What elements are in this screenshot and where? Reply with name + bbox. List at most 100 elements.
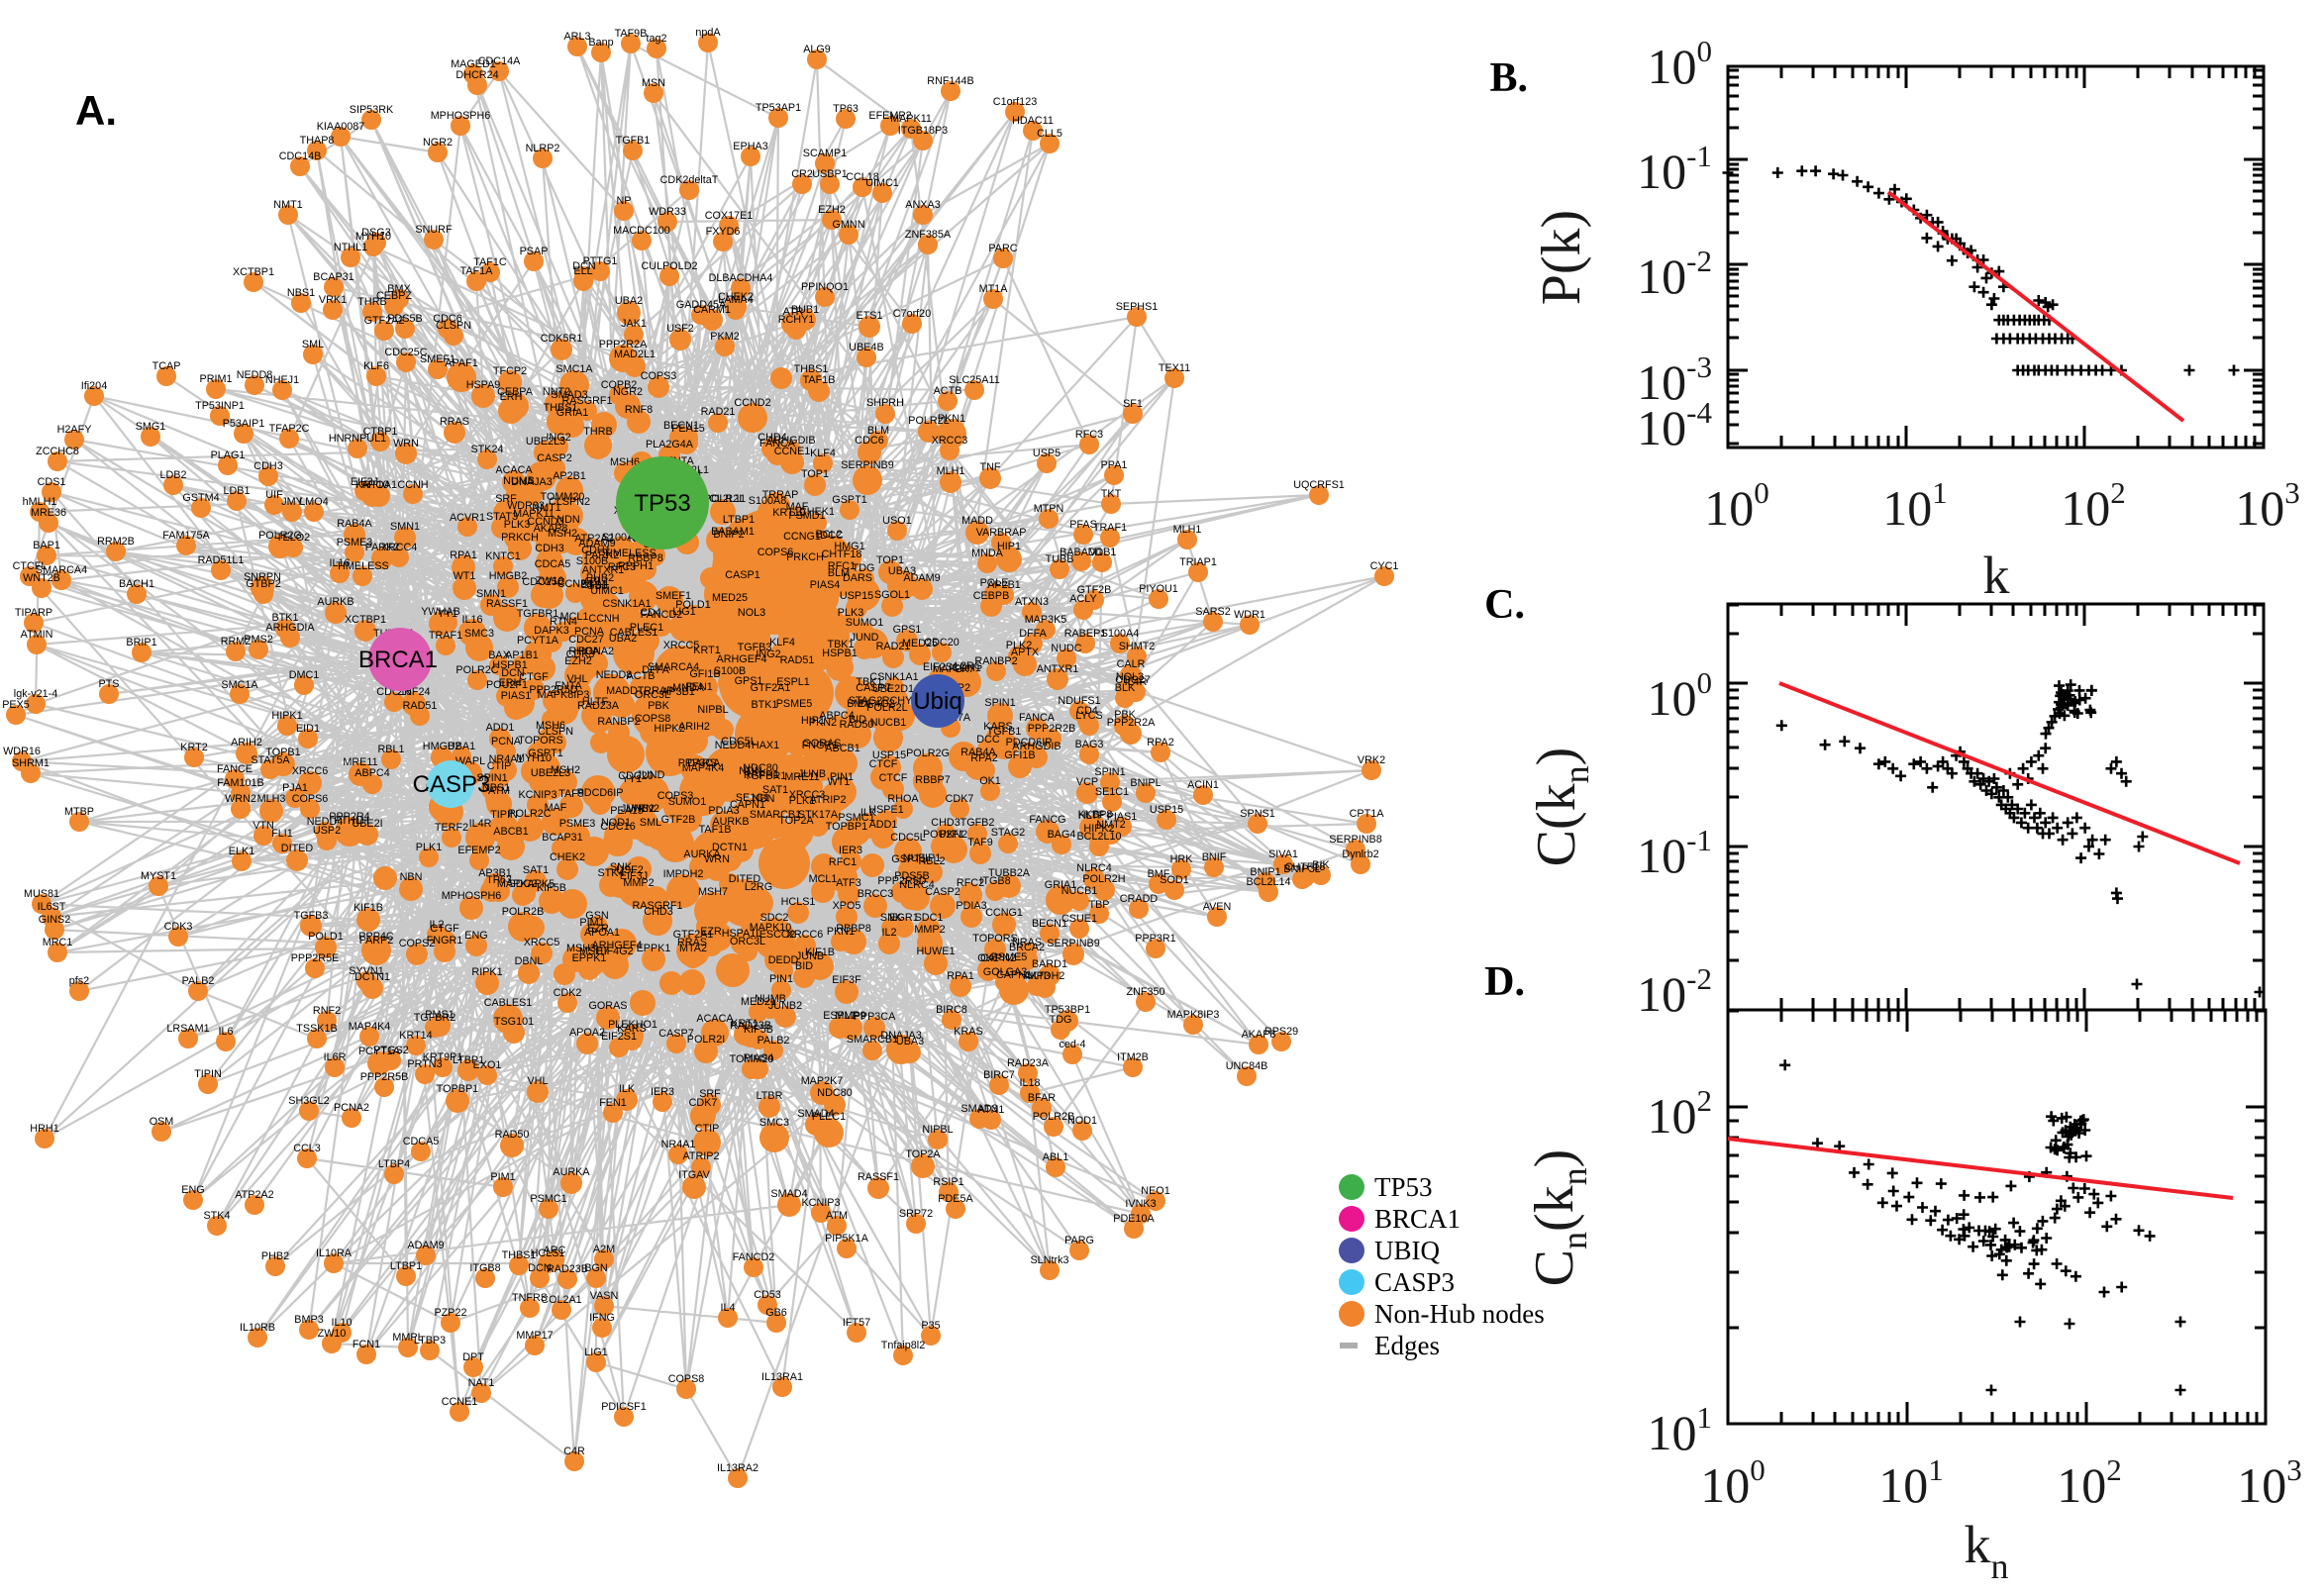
svg-text:CCNH: CCNH xyxy=(397,479,428,491)
svg-text:NMT2: NMT2 xyxy=(1096,819,1125,831)
svg-text:BCL2: BCL2 xyxy=(815,529,842,541)
svg-text:GADD45A: GADD45A xyxy=(676,299,727,311)
svg-text:TAF9: TAF9 xyxy=(558,788,584,800)
svg-text:DNAJA3: DNAJA3 xyxy=(880,1030,921,1042)
svg-text:CABLES1: CABLES1 xyxy=(484,997,533,1009)
svg-text:GORAS: GORAS xyxy=(803,738,842,749)
svg-text:CCNG1: CCNG1 xyxy=(783,531,821,543)
svg-text:NOL3: NOL3 xyxy=(738,607,765,619)
svg-text:HIPK2: HIPK2 xyxy=(654,723,684,735)
svg-text:ARL3: ARL3 xyxy=(563,31,590,43)
svg-text:C7orf20: C7orf20 xyxy=(893,308,931,320)
svg-text:CSNK1A1: CSNK1A1 xyxy=(869,671,918,683)
svg-text:CCND2: CCND2 xyxy=(734,397,770,409)
svg-text:MSH6: MSH6 xyxy=(610,456,640,468)
svg-text:Tnfaip8l2: Tnfaip8l2 xyxy=(881,1340,925,1351)
svg-text:UBE4B: UBE4B xyxy=(849,342,883,353)
svg-text:CCNH: CCNH xyxy=(588,613,619,625)
svg-text:POLR2B: POLR2B xyxy=(1033,1111,1075,1123)
svg-text:PEA15: PEA15 xyxy=(610,805,644,817)
svg-text:JUNB2: JUNB2 xyxy=(621,803,655,815)
svg-text:RAD51L1: RAD51L1 xyxy=(198,554,245,566)
svg-text:HLTF: HLTF xyxy=(582,696,609,708)
svg-text:RASSF1: RASSF1 xyxy=(486,598,528,610)
svg-text:Cn(kn): Cn(kn) xyxy=(1524,1149,1594,1287)
svg-text:HMG1: HMG1 xyxy=(834,541,864,552)
svg-text:S100B: S100B xyxy=(714,665,746,677)
svg-text:TOP1: TOP1 xyxy=(801,468,829,480)
svg-text:IMPDH2: IMPDH2 xyxy=(663,868,704,880)
svg-text:PJA1: PJA1 xyxy=(282,782,308,794)
svg-text:UBA2: UBA2 xyxy=(609,633,637,645)
svg-text:CTGF: CTGF xyxy=(519,671,549,683)
svg-text:IL16: IL16 xyxy=(461,614,482,626)
svg-text:TGFB1: TGFB1 xyxy=(616,135,651,147)
svg-text:MMP2: MMP2 xyxy=(623,877,654,889)
svg-text:CDK2deltaT: CDK2deltaT xyxy=(660,174,719,186)
svg-text:PIN1: PIN1 xyxy=(769,973,793,985)
svg-text:GFI1B: GFI1B xyxy=(689,668,720,680)
svg-text:PMS1: PMS1 xyxy=(425,1009,454,1021)
svg-text:ATM: ATM xyxy=(488,785,510,797)
svg-text:SMC3: SMC3 xyxy=(759,1117,789,1129)
svg-text:ACACA: ACACA xyxy=(696,1013,734,1025)
svg-text:TP53INP1: TP53INP1 xyxy=(195,400,245,412)
svg-text:PPA1: PPA1 xyxy=(1101,459,1128,471)
svg-text:SML: SML xyxy=(640,817,661,829)
svg-text:POLR2G: POLR2G xyxy=(258,530,302,542)
svg-text:BRCA1: BRCA1 xyxy=(1374,1204,1461,1234)
svg-text:BNIPL: BNIPL xyxy=(1130,777,1161,789)
svg-text:COPS6: COPS6 xyxy=(292,793,329,805)
svg-text:CDC6: CDC6 xyxy=(433,313,461,325)
svg-text:AKT3: AKT3 xyxy=(1023,970,1050,982)
svg-text:FANCA: FANCA xyxy=(759,438,796,449)
svg-text:HLTF: HLTF xyxy=(1078,810,1105,822)
svg-text:XCTBP1: XCTBP1 xyxy=(233,266,274,278)
svg-text:ITGB18P3: ITGB18P3 xyxy=(898,125,948,137)
svg-text:PPP2R2B: PPP2R2B xyxy=(1028,723,1076,735)
svg-text:MAP3K5: MAP3K5 xyxy=(1025,614,1067,626)
svg-text:CDH1: CDH1 xyxy=(952,662,980,674)
svg-text:TOP2A: TOP2A xyxy=(905,1148,941,1160)
svg-text:NTHL1: NTHL1 xyxy=(334,242,367,253)
svg-text:RAB4A: RAB4A xyxy=(960,747,996,758)
svg-text:PSMC1: PSMC1 xyxy=(838,812,874,824)
svg-text:CDH3: CDH3 xyxy=(253,460,282,472)
svg-text:DAPK3: DAPK3 xyxy=(534,625,568,637)
svg-text:SIVA1: SIVA1 xyxy=(1268,848,1298,860)
svg-text:RAD51: RAD51 xyxy=(403,700,438,712)
svg-text:MRE36: MRE36 xyxy=(31,507,66,519)
svg-text:FNGR1: FNGR1 xyxy=(427,935,463,947)
svg-text:XRCC6: XRCC6 xyxy=(787,929,824,941)
svg-text:FANCE: FANCE xyxy=(217,763,252,775)
svg-text:SPNS1: SPNS1 xyxy=(1240,808,1274,820)
svg-text:TP53: TP53 xyxy=(634,490,690,517)
svg-text:SMEF1: SMEF1 xyxy=(656,590,691,602)
svg-text:BCAP31: BCAP31 xyxy=(313,271,354,283)
svg-text:JUNB: JUNB xyxy=(798,768,826,780)
svg-text:IER3: IER3 xyxy=(651,1086,674,1098)
svg-text:SMEF1: SMEF1 xyxy=(420,353,455,365)
svg-text:ARHGEF4: ARHGEF4 xyxy=(717,653,767,665)
svg-text:ABL1: ABL1 xyxy=(583,576,609,588)
svg-text:MED25: MED25 xyxy=(902,638,938,649)
svg-text:PDIA3: PDIA3 xyxy=(708,805,739,817)
svg-text:EXO1: EXO1 xyxy=(473,1059,502,1071)
svg-text:SPIN1: SPIN1 xyxy=(1094,766,1125,778)
svg-text:POLD1: POLD1 xyxy=(308,931,343,943)
svg-text:ATRIP2: ATRIP2 xyxy=(683,1150,720,1162)
svg-text:KCNIP3: KCNIP3 xyxy=(518,789,556,801)
svg-text:TRRAP: TRRAP xyxy=(638,685,674,697)
svg-text:TUBB2A: TUBB2A xyxy=(988,867,1031,879)
svg-text:RHOA: RHOA xyxy=(568,646,600,657)
svg-text:NDC80: NDC80 xyxy=(743,762,777,774)
svg-text:BRCC3: BRCC3 xyxy=(858,888,894,900)
svg-text:VASN: VASN xyxy=(590,1290,619,1302)
svg-text:BNIP2: BNIP2 xyxy=(713,529,744,541)
svg-text:ARIH2: ARIH2 xyxy=(231,737,262,748)
svg-text:EZH2: EZH2 xyxy=(564,655,592,667)
svg-text:PARP2: PARP2 xyxy=(359,935,394,947)
svg-text:ATXN3: ATXN3 xyxy=(1015,596,1049,608)
svg-text:CDC5L: CDC5L xyxy=(721,736,756,748)
svg-text:TIPARP: TIPARP xyxy=(15,607,52,619)
